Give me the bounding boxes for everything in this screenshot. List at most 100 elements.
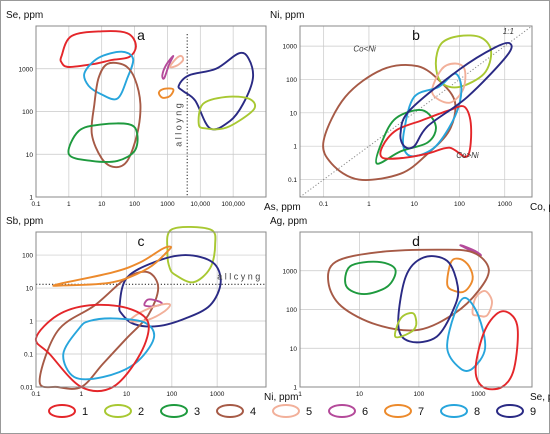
y-tick-label: 100 [286, 307, 297, 314]
panel-letter-a: a [137, 27, 145, 43]
x-tick-label: 100 [166, 391, 177, 398]
y-tick-label: 1000 [283, 268, 298, 275]
field-b-5 [431, 62, 467, 104]
panel-letter-d: d [412, 233, 420, 249]
field-c-8 [62, 317, 156, 381]
x-axis-title-b: Co, ppm [530, 202, 550, 213]
annotation-b-0: 1:1 [503, 27, 514, 36]
y-tick-label: 10 [290, 110, 298, 117]
x-tick-label: 1000 [498, 201, 513, 208]
panel-b: 0.1 1 10 100 1000 0.1 1 10 100 1000 b Ni, ppm Co, pp… [270, 10, 550, 213]
legend-label-4: 4 [250, 406, 256, 418]
legend-swatch-4 [216, 404, 244, 418]
x-tick-label: 1 [79, 391, 83, 398]
y-tick-label: 10 [26, 286, 34, 293]
x-tick-label: 10 [123, 391, 131, 398]
field-a-8 [83, 50, 135, 101]
legend-label-7: 7 [418, 406, 424, 418]
field-c-7 [52, 245, 172, 287]
field-d-1 [474, 310, 519, 391]
field-d-6 [459, 244, 482, 257]
y-axis-title-a: Se, ppm [6, 10, 43, 21]
y-tick-label: 10 [26, 152, 34, 159]
x-tick-label: 100,000 [221, 201, 245, 208]
y-axis-title-b: Ni, ppm [270, 10, 304, 21]
y-tick-label: 100 [22, 109, 33, 116]
field-a-9 [177, 51, 255, 131]
field-a-1 [59, 30, 137, 68]
field-a-2 [197, 95, 257, 131]
plot-frame-a [35, 25, 267, 198]
y-tick-label: 1000 [283, 44, 298, 51]
legend-swatch-7 [384, 404, 412, 418]
y-tick-label: 100 [286, 77, 297, 84]
x-tick-label: 0.1 [319, 201, 328, 208]
x-axis-title-c: Ni, ppm [264, 392, 298, 403]
reference-line-b [299, 25, 533, 198]
legend-label-1: 1 [82, 406, 88, 418]
legend-label-6: 6 [362, 406, 368, 418]
panel-d: 1 10 100 1000 1 10 100 1000 d Ag, ppm Se, ppm [270, 216, 550, 403]
x-tick-label: 10 [98, 201, 106, 208]
field-d-4 [327, 248, 490, 332]
field-b-2 [434, 34, 493, 89]
legend-swatch-8 [440, 404, 468, 418]
y-tick-label: 1 [293, 385, 297, 392]
field-a-6 [161, 54, 175, 80]
x-tick-label: 0.1 [31, 391, 40, 398]
y-tick-label: 1 [293, 144, 297, 151]
plot-frame-b [299, 25, 533, 198]
field-c-1 [34, 303, 150, 393]
legend-swatch-9 [496, 404, 524, 418]
legend-label-3: 3 [194, 406, 200, 418]
y-tick-label: 100 [22, 253, 33, 260]
x-tick-label: 100 [413, 391, 424, 398]
y-axis-title-d: Ag, ppm [270, 216, 307, 227]
panel-letter-c: c [138, 233, 145, 249]
field-d-7 [446, 257, 474, 294]
field-a-5 [169, 54, 185, 69]
legend-swatch-5 [272, 404, 300, 418]
y-tick-label: 0.1 [288, 177, 297, 184]
field-c-2 [166, 226, 217, 284]
y-tick-label: 1000 [19, 66, 34, 73]
x-axis-title-a: As, ppm [264, 202, 301, 213]
x-tick-label: 1 [367, 201, 371, 208]
x-tick-label: 0.1 [31, 201, 40, 208]
y-tick-label: 0.01 [20, 385, 33, 392]
annotation-b-2: Co>Ni [456, 151, 479, 160]
y-axis-title-c: Sb, ppm [6, 216, 43, 227]
field-d-9 [397, 255, 460, 344]
field-b-1 [379, 105, 473, 160]
x-tick-label: 10 [356, 391, 364, 398]
x-tick-label: 100 [129, 201, 140, 208]
x-axis-title-d: Se, ppm [530, 392, 550, 403]
field-d-2 [393, 312, 418, 339]
x-tick-label: 1 [67, 201, 71, 208]
legend: 1 2 3 4 5 6 7 8 9 [48, 404, 536, 418]
x-tick-label: 10,000 [190, 201, 210, 208]
field-d-3 [344, 260, 397, 296]
annotation-a-0: a l l o y n g [173, 103, 183, 147]
field-a-7 [157, 87, 175, 99]
field-a-4 [90, 61, 142, 169]
y-tick-label: 0.1 [24, 352, 33, 359]
x-tick-label: 1000 [160, 201, 175, 208]
x-tick-label: 1000 [210, 391, 225, 398]
panel-a: 0.1 1 10 100 1000 10,000 100,0001101001000aSe,… [6, 10, 301, 213]
legend-swatch-1 [48, 404, 76, 418]
y-tick-label: 1 [29, 195, 33, 202]
legend-label-8: 8 [474, 406, 480, 418]
plot-frame-d [299, 231, 533, 388]
x-tick-label: 10 [411, 201, 419, 208]
legend-label-9: 9 [530, 406, 536, 418]
y-tick-label: 10 [290, 346, 298, 353]
x-tick-label: 1000 [471, 391, 486, 398]
legend-swatch-3 [160, 404, 188, 418]
field-b-9 [399, 41, 513, 150]
x-tick-label: 1 [298, 391, 302, 398]
annotation-c-0: a l l c y n g [217, 272, 260, 282]
